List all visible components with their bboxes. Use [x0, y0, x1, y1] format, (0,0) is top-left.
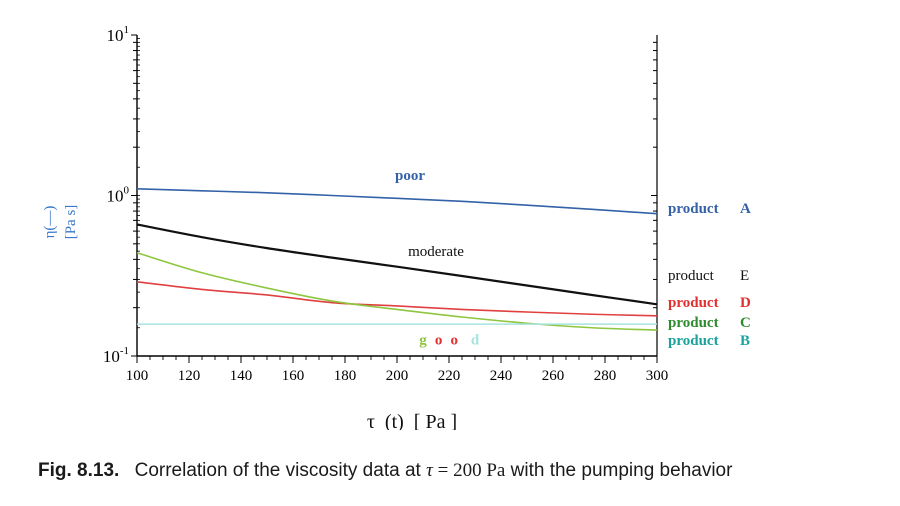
series-line-e [136, 223, 658, 306]
annotation-poor: poor [395, 168, 425, 184]
annotation-g: g [419, 332, 427, 348]
y-tick-exp: 0 [124, 185, 130, 197]
plot-frame [136, 35, 658, 357]
caption-tau: τ [426, 460, 433, 481]
x-axis-ticks: 100 120 140 160 180 200 220 240 260 280 300 [126, 356, 669, 384]
x-tick-label: 200 [386, 368, 409, 384]
legend-product-d: product [668, 295, 719, 311]
legend-product-a: product [668, 201, 719, 217]
y-tick-exp: 1 [124, 24, 130, 36]
series-line-a [136, 188, 658, 215]
x-tick-label: 180 [334, 368, 357, 384]
y-axis-label-line2: [Pa s] [63, 205, 79, 240]
legend-product-e: product [668, 268, 715, 284]
series-line-d [136, 280, 658, 317]
y-tick-exp: -1 [120, 345, 129, 357]
x-tick-label: 120 [178, 368, 201, 384]
x-tick-label: 280 [594, 368, 617, 384]
x-axis-label: τ (t) [ Pa ] [367, 411, 457, 430]
series-line-c [136, 251, 658, 331]
caption-text-after: with the pumping behavior [505, 460, 733, 481]
legend-product-b: product [668, 333, 719, 349]
legend-product-c: product [668, 315, 719, 331]
x-tick-label: 100 [126, 368, 149, 384]
caption-text-before: Correlation of the viscosity data at [134, 460, 427, 481]
series-lines [136, 188, 658, 331]
annotation-d: d [471, 332, 480, 348]
figure-label: Fig. 8.13. [38, 460, 120, 481]
legend-letter-d: D [740, 295, 751, 311]
y-tick-base: 10 [107, 26, 124, 45]
x-tick-label: 220 [438, 368, 461, 384]
x-tick-label: 240 [490, 368, 513, 384]
legend-letter-a: A [740, 201, 751, 217]
y-tick-base: 10 [107, 187, 124, 206]
y-tick-base: 10 [103, 347, 120, 366]
x-tick-label: 140 [230, 368, 253, 384]
annotation-o: o [450, 332, 458, 348]
annotation-o: o [435, 332, 443, 348]
caption-equals: = 200 [432, 460, 487, 481]
legend-letter-b: B [740, 333, 750, 349]
legend-letter-c: C [740, 315, 751, 331]
y-tick-label: 100 [107, 185, 130, 206]
caption-unit: Pa [486, 460, 506, 481]
annotation-moderate: moderate [408, 244, 464, 260]
y-tick-label: 101 [107, 24, 130, 45]
legend-letter-e: E [740, 268, 749, 284]
figure-caption: Fig. 8.13. Correlation of the viscosity … [38, 460, 898, 482]
y-axis-label-line1: η(—) [42, 206, 58, 239]
y-tick-label: 10-1 [103, 345, 129, 366]
x-tick-label: 260 [542, 368, 565, 384]
x-tick-label: 160 [282, 368, 305, 384]
x-tick-label: 300 [646, 368, 669, 384]
